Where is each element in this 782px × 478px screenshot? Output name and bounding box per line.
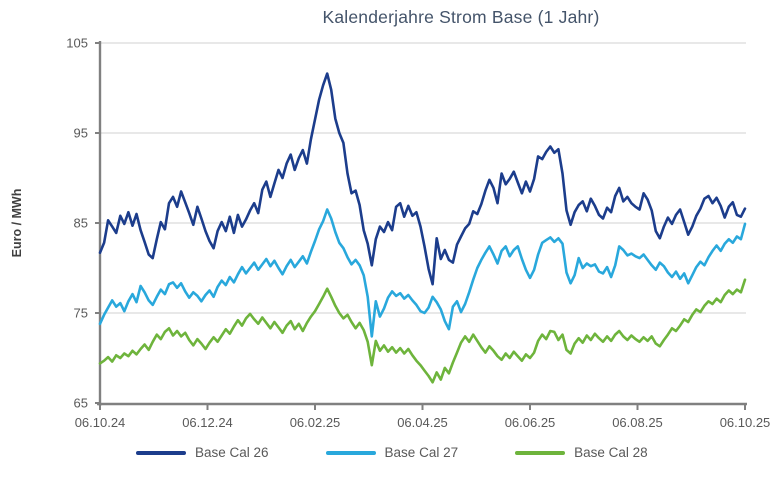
series-line-base-cal-28 bbox=[98, 278, 747, 384]
legend-line-swatch-icon bbox=[136, 450, 186, 455]
legend-item-base-cal-26: Base Cal 26 bbox=[136, 445, 269, 460]
y-tick-label: 85 bbox=[74, 216, 88, 231]
legend-label: Base Cal 26 bbox=[195, 445, 269, 460]
x-tick-label: 06.10.25 bbox=[720, 415, 771, 430]
series-line-base-cal-26 bbox=[98, 72, 747, 286]
legend-line-swatch-icon bbox=[325, 450, 376, 455]
y-tick-label: 75 bbox=[74, 306, 88, 321]
x-tick-label: 06.06.25 bbox=[505, 415, 556, 430]
y-tick-label: 105 bbox=[66, 36, 88, 51]
series-line-base-cal-27 bbox=[98, 208, 747, 338]
legend-label: Base Cal 28 bbox=[574, 445, 648, 460]
x-tick-label: 06.08.25 bbox=[612, 415, 663, 430]
x-tick-label: 06.12.24 bbox=[182, 415, 233, 430]
chart-legend: Base Cal 26 Base Cal 27 Base Cal 28 bbox=[136, 445, 648, 460]
legend-item-base-cal-28: Base Cal 28 bbox=[515, 445, 648, 460]
legend-item-base-cal-27: Base Cal 27 bbox=[325, 445, 459, 460]
x-tick-label: 06.02.25 bbox=[290, 415, 341, 430]
legend-label: Base Cal 27 bbox=[384, 445, 459, 460]
x-tick-label: 06.10.24 bbox=[75, 415, 126, 430]
chart-title: Kalenderjahre Strom Base (1 Jahr) bbox=[322, 7, 600, 27]
legend-line-swatch-icon bbox=[515, 450, 566, 455]
y-tick-label: 65 bbox=[74, 396, 88, 411]
x-tick-label: 06.04.25 bbox=[397, 415, 448, 430]
y-tick-label: 95 bbox=[74, 126, 88, 141]
